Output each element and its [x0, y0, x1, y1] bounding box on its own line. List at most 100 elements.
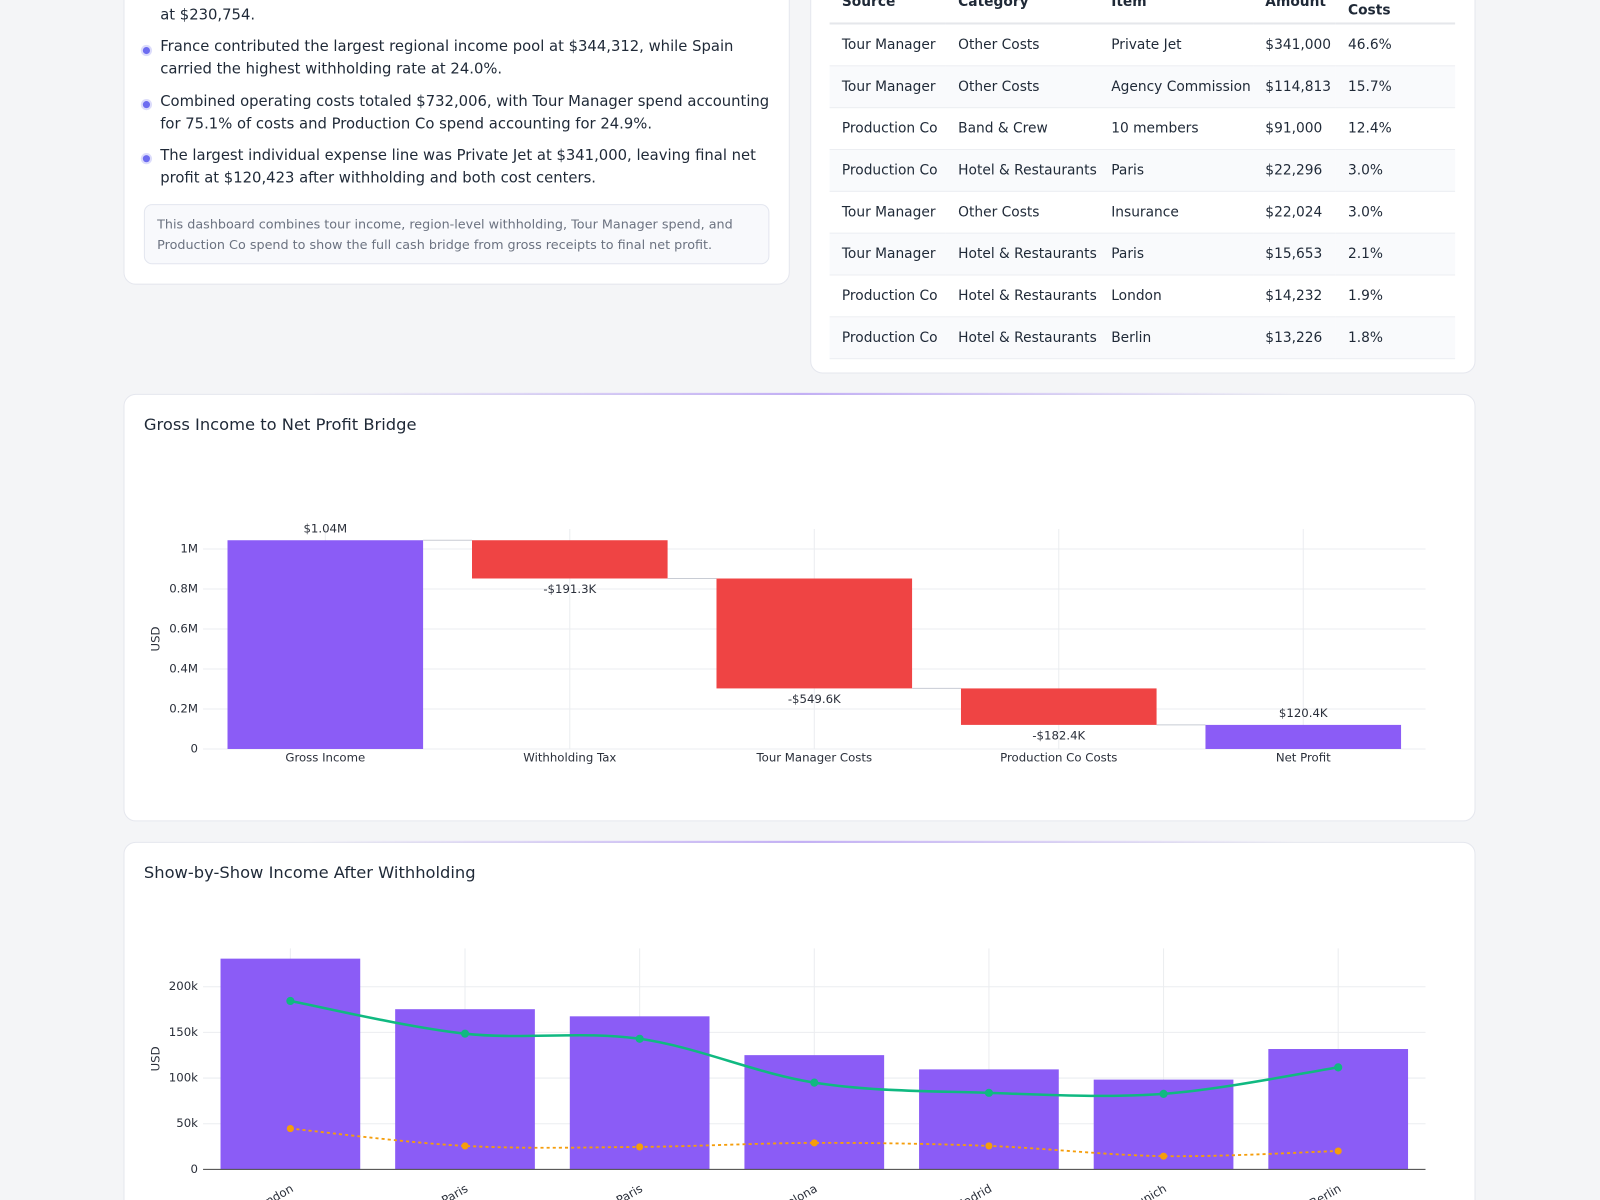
line-marker: [636, 1143, 644, 1151]
table-cell: 15.7%: [1335, 65, 1456, 109]
value-label: -$191.3K: [543, 582, 596, 596]
table-cell: Other Costs: [945, 191, 1099, 234]
cost-table: SourceCategoryItemAmountShare of Costs T…: [829, 0, 1456, 360]
line-marker: [460, 1029, 470, 1038]
y-tick-label: 1M: [180, 541, 198, 555]
value-label: -$549.6K: [788, 692, 841, 706]
table-cell: $13,226: [1253, 316, 1336, 360]
table-cell: $22,024: [1253, 191, 1336, 234]
insight-text: The largest individual expense line was …: [160, 147, 756, 187]
table-cell: Tour Manager: [829, 65, 946, 109]
value-label: -$182.4K: [1032, 729, 1085, 743]
line-marker: [635, 1034, 644, 1043]
line-marker: [286, 996, 295, 1006]
line-marker: [810, 1078, 819, 1087]
column-header: Amount: [1253, 0, 1336, 25]
table-cell: Other Costs: [945, 65, 1099, 109]
table-cell: Band & Crew: [945, 107, 1099, 150]
x-tick-label: Barcelona: [762, 1181, 820, 1200]
table-row: Tour Manager Hotel & Restaurants Paris $15,…: [829, 233, 1456, 276]
table-cell: 3.0%: [1335, 191, 1456, 234]
bar: [227, 540, 424, 749]
y-tick-label: 0.6M: [169, 621, 198, 635]
bar: [471, 540, 668, 579]
table-row: Tour Manager Other Costs Agency Commission…: [829, 65, 1456, 109]
x-tick-label: Tour Manager Costs: [756, 751, 873, 765]
table-cell: Insurance: [1098, 191, 1254, 234]
y-tick-label: 0: [190, 741, 197, 755]
chart-title: Show-by-Show Income After Withholding: [144, 863, 476, 882]
table-cell: Hotel & Restaurants: [945, 233, 1099, 276]
x-tick-label: Gross Income: [285, 751, 365, 765]
table-cell: 12.4%: [1335, 107, 1456, 150]
table-row: Production Co Band & Crew 10 members $91,00…: [829, 107, 1456, 150]
column-header: Category: [945, 0, 1099, 25]
bar: [1205, 724, 1402, 749]
bar: [744, 1055, 885, 1170]
x-tick-label: Production Co Costs: [1000, 751, 1117, 765]
table-cell: $15,653: [1253, 233, 1336, 276]
y-tick-label: 0.8M: [169, 581, 198, 595]
x-tick-label: Net Profit: [1276, 751, 1331, 765]
table-cell: Private Jet: [1098, 23, 1254, 67]
table-cell: London: [1098, 274, 1254, 318]
card-accent: [306, 392, 1296, 395]
table-cell: Production Co: [829, 316, 946, 360]
column-header: Share of Costs: [1335, 0, 1456, 25]
x-tick-label: 18 · Berlin: [1284, 1181, 1343, 1200]
table-cell: Tour Manager: [829, 233, 946, 276]
table-cell: 3.0%: [1335, 149, 1456, 192]
table-row: Production Co Hotel & Restaurants Berlin $1…: [829, 316, 1456, 360]
insight-text: Combined operating costs totaled $732,00…: [160, 93, 770, 133]
table-cell: Agency Commission: [1098, 65, 1254, 109]
x-tick-label: Withholding Tax: [523, 751, 616, 765]
bullet-dot: [142, 101, 150, 109]
y-tick-label: 0.2M: [169, 701, 198, 715]
line-marker: [985, 1142, 993, 1150]
table-cell: Other Costs: [945, 23, 1099, 67]
y-tick-label: 150k: [169, 1025, 198, 1039]
table-cell: Paris: [1098, 233, 1254, 276]
x-tick-label: 10 · Paris: [591, 1181, 645, 1200]
line-marker: [286, 1124, 294, 1133]
bar: [220, 958, 361, 1170]
line-marker: [1159, 1089, 1168, 1098]
bullet-dot: [142, 155, 150, 163]
x-tick-label: London: [251, 1181, 295, 1200]
table-cell: $14,232: [1253, 274, 1336, 318]
table-cell: $91,000: [1253, 107, 1336, 150]
table-cell: Berlin: [1098, 316, 1254, 360]
table-cell: Hotel & Restaurants: [945, 274, 1099, 318]
table-row: Production Co Hotel & Restaurants London $1…: [829, 274, 1456, 318]
line-marker: [810, 1139, 818, 1147]
line-marker: [461, 1142, 469, 1150]
line-marker: [1334, 1147, 1342, 1155]
table-cell: 10 members: [1098, 107, 1254, 150]
x-tick-label: Munich: [1125, 1181, 1168, 1200]
note: This dashboard combines tour income, reg…: [143, 204, 770, 265]
y-tick-label: 0.4M: [169, 661, 198, 675]
table-cell: 1.9%: [1335, 274, 1456, 318]
table-cell: 1.8%: [1335, 316, 1456, 360]
chart-title: Gross Income to Net Profit Bridge: [144, 415, 417, 434]
table-cell: Production Co: [829, 149, 946, 192]
insight-text: France contributed the largest regional …: [160, 38, 734, 78]
y-tick-label: 200k: [169, 979, 198, 993]
bar: [919, 1069, 1059, 1170]
column-header: Item: [1098, 0, 1254, 25]
table-cell: Hotel & Restaurants: [945, 149, 1099, 192]
table-cell: $22,296: [1253, 149, 1336, 192]
y-tick-label: 100k: [169, 1071, 198, 1085]
value-label: $120.4K: [1279, 706, 1328, 720]
bar: [960, 688, 1157, 725]
y-axis-label: USD: [149, 1046, 163, 1071]
table-cell: Hotel & Restaurants: [945, 316, 1099, 360]
table-cell: Production Co: [829, 107, 946, 150]
value-label: $1.04M: [303, 522, 347, 536]
table-row: Tour Manager Other Costs Private Jet $341,0…: [829, 23, 1456, 67]
x-tick-label: Madrid: [952, 1181, 994, 1200]
y-axis-label: USD: [149, 626, 163, 651]
insight-text: at $230,754.: [160, 7, 256, 24]
